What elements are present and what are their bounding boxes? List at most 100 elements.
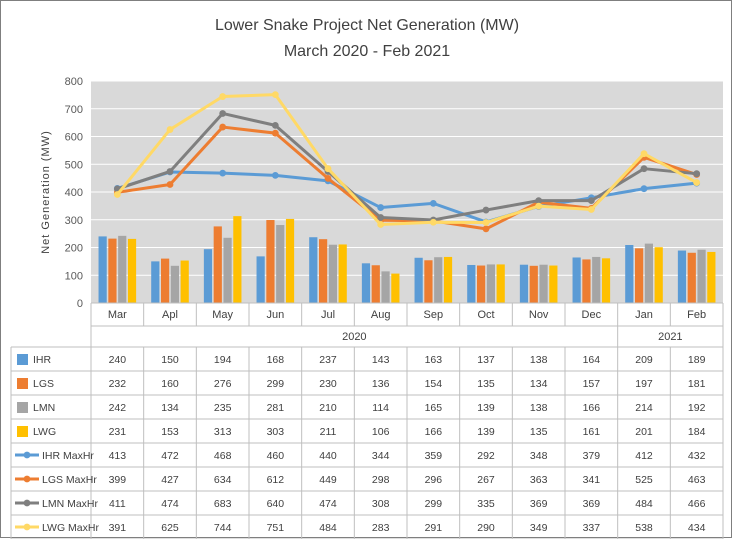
data-label: 411 (109, 498, 126, 510)
point-lmn-maxhr (377, 214, 385, 221)
legend-key-lmn-maxhr (23, 499, 31, 507)
data-label: 267 (477, 474, 495, 486)
point-lmn-maxhr (587, 197, 595, 205)
data-label: 138 (530, 402, 548, 414)
point-lwg-maxhr (324, 165, 332, 173)
data-label: 432 (688, 450, 706, 462)
legend-label: LMN (33, 402, 55, 414)
bar-lgs (477, 265, 486, 303)
chart-subtitle: March 2020 - Feb 2021 (283, 43, 451, 60)
data-label: 399 (109, 474, 127, 486)
chart-title: Lower Snake Project Net Generation (MW) (214, 17, 520, 34)
data-label: 369 (530, 498, 548, 510)
data-label: 434 (688, 522, 706, 534)
point-lmn-maxhr (482, 206, 490, 214)
bar-lwg (233, 216, 242, 303)
y-tick-label: 0 (77, 298, 83, 310)
data-label: 299 (425, 498, 443, 510)
legend-key-lwg-maxhr (23, 523, 31, 531)
data-label: 160 (161, 378, 179, 390)
data-label: 538 (635, 522, 653, 534)
point-lmn-maxhr (693, 170, 701, 178)
bar-lgs (371, 265, 380, 303)
y-axis-label: Net Generation (MW) (40, 130, 52, 254)
bar-lwg (496, 264, 505, 303)
data-label: 164 (583, 354, 601, 366)
data-label: 412 (635, 450, 653, 462)
x-tick-label: Nov (529, 309, 549, 321)
bar-lwg (338, 244, 347, 303)
data-label: 283 (372, 522, 390, 534)
data-label: 349 (530, 522, 548, 534)
bar-ihr (519, 264, 529, 303)
data-label: 135 (530, 426, 548, 438)
data-label: 150 (161, 354, 179, 366)
point-lmn-maxhr (535, 197, 543, 205)
point-lwg-maxhr (377, 221, 385, 228)
point-lgs-maxhr (324, 175, 332, 182)
y-tick-label: 400 (65, 187, 83, 199)
bar-lwg (549, 265, 558, 303)
point-lmn-maxhr (166, 168, 174, 175)
bar-lgs (108, 238, 117, 303)
year-label: 2020 (342, 331, 366, 343)
y-tick-label: 600 (65, 132, 83, 144)
data-label: 344 (372, 450, 390, 462)
data-label: 299 (267, 378, 285, 390)
x-tick-label: Sep (424, 309, 444, 321)
bar-lmn (644, 243, 653, 303)
data-label: 683 (214, 498, 232, 510)
bar-lmn (697, 249, 706, 303)
bar-ihr (467, 264, 476, 303)
legend-key-lwg (17, 426, 28, 437)
bar-lmn (381, 271, 390, 303)
legend-key-ihr (17, 354, 28, 365)
data-label: 189 (688, 354, 706, 366)
bar-ihr (151, 261, 160, 303)
legend-key-ihr-maxhr (23, 451, 31, 459)
point-lmn-maxhr (271, 122, 279, 129)
data-label: 139 (477, 426, 495, 438)
legend-label: LWG (33, 426, 56, 438)
data-label: 209 (635, 354, 653, 366)
data-label: 201 (635, 426, 653, 438)
point-lwg-maxhr (429, 218, 437, 226)
bar-lwg (707, 251, 716, 303)
bar-lmn (328, 244, 337, 303)
data-label: 337 (583, 522, 601, 534)
bar-lgs (687, 252, 696, 303)
data-label: 468 (214, 450, 232, 462)
x-tick-label: Mar (108, 309, 127, 321)
data-label: 335 (477, 498, 495, 510)
point-lwg-maxhr (587, 206, 595, 213)
point-lwg-maxhr (693, 179, 701, 186)
point-lgs-maxhr (166, 181, 174, 188)
data-label: 242 (109, 402, 127, 414)
data-label: 298 (372, 474, 390, 486)
bar-lwg (443, 256, 453, 303)
data-label: 143 (372, 354, 390, 366)
point-ihr-maxhr (429, 199, 437, 207)
bar-ihr (361, 263, 371, 303)
bar-lgs (424, 260, 433, 303)
data-label: 291 (425, 522, 443, 534)
point-lwg-maxhr (271, 91, 279, 98)
data-label: 449 (319, 474, 337, 486)
legend-label: LMN MaxHr (42, 498, 99, 510)
bar-lmn (486, 264, 495, 303)
data-label: 166 (425, 426, 443, 438)
data-label: 427 (161, 474, 179, 486)
bar-lgs (529, 265, 538, 303)
x-tick-label: Aug (371, 309, 391, 321)
data-label: 391 (109, 522, 127, 534)
bar-lwg (601, 258, 611, 303)
bar-lwg (285, 218, 295, 303)
bar-ihr (309, 237, 318, 303)
bar-lgs (582, 259, 591, 303)
bar-lgs (266, 220, 275, 303)
bar-lmn (276, 225, 285, 303)
x-tick-label: Oct (477, 309, 494, 321)
y-tick-label: 800 (65, 76, 83, 88)
x-tick-label: Apl (162, 309, 178, 321)
